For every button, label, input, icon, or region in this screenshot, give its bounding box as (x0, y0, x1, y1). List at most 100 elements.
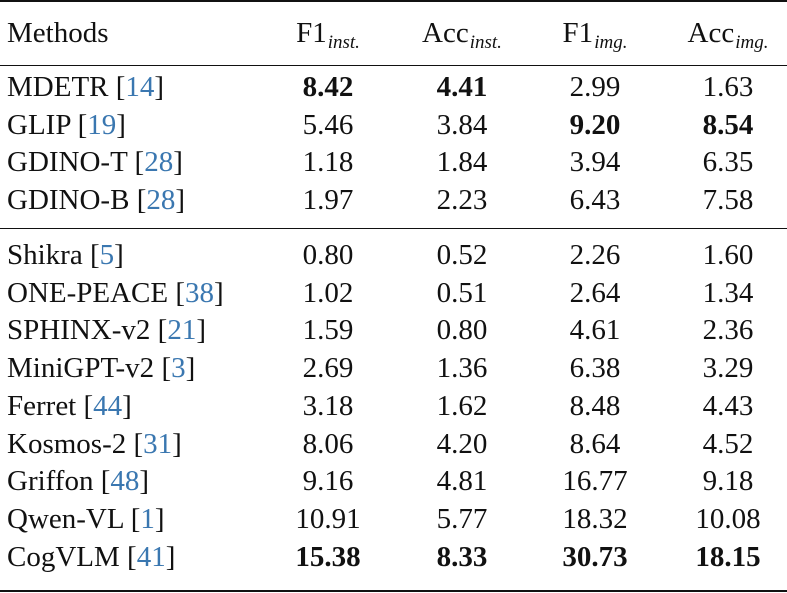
value-cell: 16.77 (562, 465, 628, 498)
citation-link[interactable]: 48 (110, 465, 140, 498)
method-name: GDINO-B (7, 184, 130, 217)
method-name: GLIP (7, 108, 71, 141)
table-row: Ferret [44] 3.18 1.62 8.48 4.43 (0, 387, 787, 425)
group-separator-rule (0, 228, 787, 229)
citation-link[interactable]: 14 (125, 71, 155, 103)
citation-link[interactable]: 28 (144, 146, 174, 179)
value-cell: 3.18 (302, 389, 354, 422)
table-row: MiniGPT-v2 [3] 2.69 1.36 6.38 3.29 (0, 349, 787, 387)
value-cell: 6.35 (702, 146, 754, 179)
value-cell: 3.84 (436, 108, 488, 141)
value-cell: 1.59 (302, 314, 354, 347)
method-name: MDETR (7, 71, 109, 103)
citation-link[interactable]: 1 (140, 502, 155, 535)
value-cell: 18.32 (562, 502, 628, 535)
value-cell: 9.20 (569, 108, 621, 141)
value-cell: 7.58 (702, 184, 754, 217)
value-cell: 4.20 (436, 427, 488, 460)
table-row: GLIP [19] 5.46 3.84 9.20 8.54 (0, 106, 787, 144)
value-cell: 4.61 (569, 314, 621, 347)
value-cell: 10.08 (695, 502, 761, 535)
value-cell: 1.84 (436, 146, 488, 179)
citation-link[interactable]: 19 (87, 108, 117, 141)
value-cell: 3.94 (569, 146, 621, 179)
header-f1-img: F1img. (562, 17, 628, 53)
value-cell: 2.64 (569, 276, 621, 309)
value-cell: 4.81 (436, 465, 488, 498)
table-row: GDINO-T [28] 1.18 1.84 3.94 6.35 (0, 143, 787, 181)
method-cell: MDETR [14] (7, 71, 165, 103)
value-cell: 1.60 (702, 239, 754, 271)
citation-link[interactable]: 44 (93, 389, 123, 422)
value-cell: 4.41 (436, 71, 488, 103)
value-cell: 2.36 (702, 314, 754, 347)
citation-link[interactable]: 3 (171, 352, 186, 385)
citation-link[interactable]: 5 (99, 239, 115, 271)
method-cell: Kosmos-2 [31] (7, 427, 182, 460)
method-name: SPHINX-v2 (7, 314, 151, 347)
method-cell: GDINO-B [28] (7, 184, 186, 217)
method-name: Griffon (7, 465, 94, 498)
value-cell: 2.69 (302, 352, 354, 385)
value-cell: 30.73 (562, 540, 628, 573)
table-row: CogVLM [41] 15.38 8.33 30.73 18.15 (0, 538, 787, 576)
method-name: Qwen-VL (7, 502, 124, 535)
value-cell: 1.63 (702, 71, 754, 103)
value-cell: 9.16 (302, 465, 354, 498)
header-f1-inst: F1inst. (296, 17, 360, 53)
table-row: SPHINX-v2 [21] 1.59 0.80 4.61 2.36 (0, 311, 787, 349)
method-cell: SPHINX-v2 [21] (7, 314, 206, 347)
value-cell: 4.43 (702, 389, 754, 422)
value-cell: 8.33 (436, 540, 488, 573)
value-cell: 8.06 (302, 427, 354, 460)
value-cell: 8.64 (569, 427, 621, 460)
method-name: ONE-PEACE (7, 276, 169, 309)
table-row: Qwen-VL [1] 10.91 5.77 18.32 10.08 (0, 500, 787, 538)
method-cell: ONE-PEACE [38] (7, 276, 224, 309)
method-cell: Qwen-VL [1] (7, 502, 165, 535)
method-name: Shikra (7, 239, 83, 271)
header-rule (0, 65, 787, 66)
value-cell: 8.48 (569, 389, 621, 422)
value-cell: 5.77 (436, 502, 488, 535)
citation-link[interactable]: 31 (143, 427, 173, 460)
value-cell: 4.52 (702, 427, 754, 460)
method-cell: GDINO-T [28] (7, 146, 183, 179)
table-row: Kosmos-2 [31] 8.06 4.20 8.64 4.52 (0, 425, 787, 463)
value-cell: 6.43 (569, 184, 621, 217)
value-cell: 0.80 (436, 314, 488, 347)
value-cell: 1.62 (436, 389, 488, 422)
top-rule (0, 0, 787, 2)
value-cell: 3.29 (702, 352, 754, 385)
value-cell: 5.46 (302, 108, 354, 141)
value-cell: 2.23 (436, 184, 488, 217)
header-row: Methods F1inst. Accinst. F1img. Accimg. (0, 14, 787, 53)
citation-link[interactable]: 38 (185, 276, 215, 309)
citation-link[interactable]: 41 (136, 540, 166, 573)
method-name: MiniGPT-v2 (7, 352, 155, 385)
value-cell: 0.80 (302, 239, 354, 271)
citation-link[interactable]: 28 (146, 184, 176, 217)
header-acc-inst: Accinst. (422, 17, 502, 53)
value-cell: 2.26 (569, 239, 621, 271)
value-cell: 1.36 (436, 352, 488, 385)
value-cell: 8.42 (302, 71, 354, 103)
citation-link[interactable]: 21 (167, 314, 197, 347)
value-cell: 2.99 (569, 71, 621, 103)
header-methods: Methods (7, 17, 109, 49)
value-cell: 9.18 (702, 465, 754, 498)
method-name: GDINO-T (7, 146, 128, 179)
header-acc-img: Accimg. (687, 17, 769, 53)
table-row: MDETR [14] 8.42 4.41 2.99 1.63 (0, 68, 787, 106)
method-cell: CogVLM [41] (7, 540, 176, 573)
table-row: Griffon [48] 9.16 4.81 16.77 9.18 (0, 462, 787, 500)
value-cell: 10.91 (295, 502, 361, 535)
value-cell: 0.52 (436, 239, 488, 271)
value-cell: 1.02 (302, 276, 354, 309)
method-name: Ferret (7, 389, 77, 422)
method-cell: GLIP [19] (7, 108, 126, 141)
table-row: ONE-PEACE [38] 1.02 0.51 2.64 1.34 (0, 274, 787, 312)
table-row: Shikra [5] 0.80 0.52 2.26 1.60 (0, 236, 787, 274)
method-name: Kosmos-2 (7, 427, 127, 460)
value-cell: 1.34 (702, 276, 754, 309)
